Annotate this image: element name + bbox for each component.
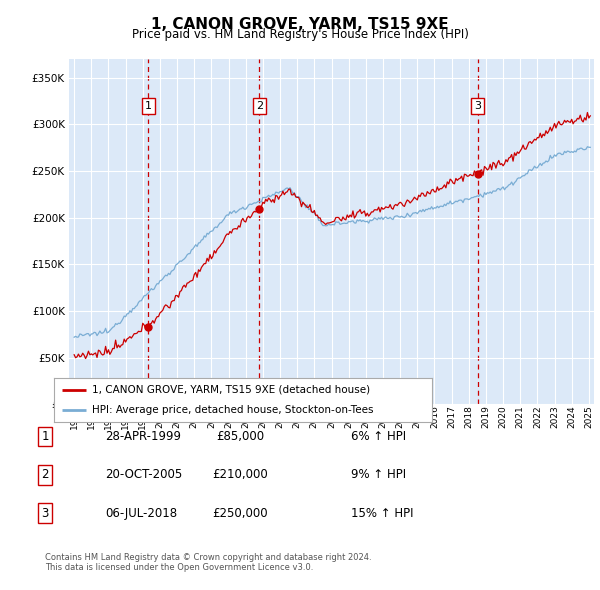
Text: 3: 3: [41, 507, 49, 520]
Text: £210,000: £210,000: [212, 468, 268, 481]
Text: HPI: Average price, detached house, Stockton-on-Tees: HPI: Average price, detached house, Stoc…: [92, 405, 373, 415]
Text: 3: 3: [474, 101, 481, 111]
Text: Price paid vs. HM Land Registry's House Price Index (HPI): Price paid vs. HM Land Registry's House …: [131, 28, 469, 41]
Text: £250,000: £250,000: [212, 507, 268, 520]
Text: 1: 1: [41, 430, 49, 443]
Text: This data is licensed under the Open Government Licence v3.0.: This data is licensed under the Open Gov…: [45, 563, 313, 572]
Text: 9% ↑ HPI: 9% ↑ HPI: [351, 468, 406, 481]
Text: 2: 2: [41, 468, 49, 481]
Text: 1: 1: [145, 101, 152, 111]
Text: 1, CANON GROVE, YARM, TS15 9XE (detached house): 1, CANON GROVE, YARM, TS15 9XE (detached…: [92, 385, 370, 395]
Text: 06-JUL-2018: 06-JUL-2018: [105, 507, 177, 520]
Text: Contains HM Land Registry data © Crown copyright and database right 2024.: Contains HM Land Registry data © Crown c…: [45, 553, 371, 562]
Text: 28-APR-1999: 28-APR-1999: [105, 430, 181, 443]
Text: 15% ↑ HPI: 15% ↑ HPI: [351, 507, 413, 520]
Text: 2: 2: [256, 101, 263, 111]
Text: 20-OCT-2005: 20-OCT-2005: [105, 468, 182, 481]
Text: 1, CANON GROVE, YARM, TS15 9XE: 1, CANON GROVE, YARM, TS15 9XE: [151, 17, 449, 31]
Text: 6% ↑ HPI: 6% ↑ HPI: [351, 430, 406, 443]
Text: £85,000: £85,000: [216, 430, 264, 443]
